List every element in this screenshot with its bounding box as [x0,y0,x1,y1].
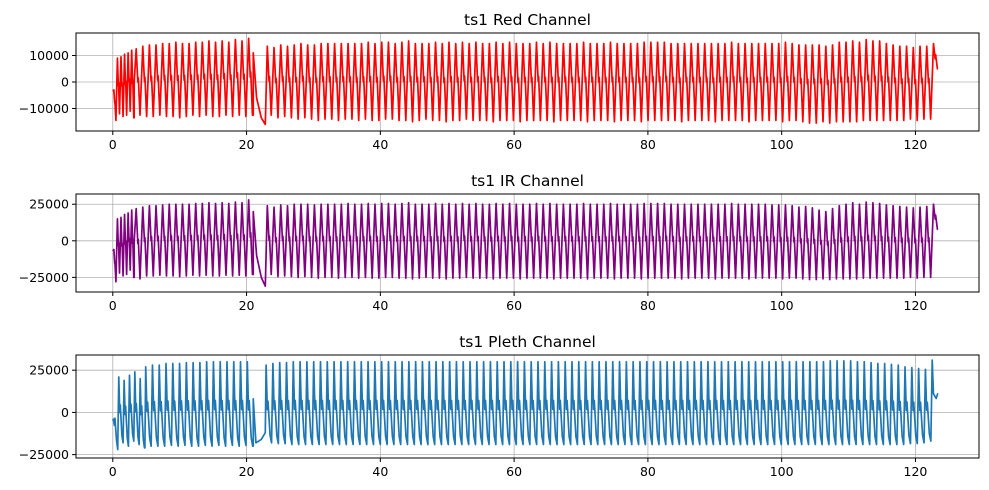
series-line [111,359,939,451]
x-tick-label: 40 [372,137,388,152]
subplot-2: 0 20 40 60 80 100 120 −25000 0 25000 ts1 IR Channe… [19,172,980,313]
chart-title: ts1 Pleth Channel [459,333,596,351]
chart-title: ts1 Red Channel [464,11,591,29]
x-tick-label: 80 [640,137,656,152]
x-tick-label: 0 [109,137,117,152]
chart-title: ts1 IR Channel [471,172,584,190]
x-tick-label: 20 [239,137,255,152]
x-tick-label: 120 [904,464,928,479]
x-tick-label: 100 [770,464,794,479]
x-tick-label: 40 [372,298,388,313]
x-tick-label: 120 [904,298,928,313]
y-tick-label: −10000 [19,101,69,116]
y-tick-label: 0 [61,405,69,420]
y-tick-label: 0 [61,75,69,90]
series-line [112,199,939,287]
series-line [112,37,939,126]
plot-frame [75,354,980,459]
x-tick-label: 60 [506,464,522,479]
y-tick-label: 10000 [29,48,69,63]
x-tick-label: 20 [239,464,255,479]
x-tick-label: 0 [109,298,117,313]
y-tick-label: 25000 [29,363,69,378]
y-tick-label: 25000 [29,197,69,212]
y-tick-label: 0 [61,233,69,248]
x-tick-label: 100 [770,298,794,313]
x-tick-label: 60 [506,137,522,152]
subplot-3: 0 20 40 60 80 100 120 −25000 0 25000 ts1 Pleth Cha… [19,333,980,479]
x-tick-label: 40 [372,464,388,479]
x-tick-label: 120 [904,137,928,152]
x-tick-label: 60 [506,298,522,313]
y-tick-label: −25000 [19,447,69,462]
plot-frame [75,193,980,293]
x-tick-label: 80 [640,464,656,479]
x-tick-label: 80 [640,298,656,313]
x-tick-label: 100 [770,137,794,152]
x-tick-label: 0 [109,464,117,479]
subplot-1: 0 20 40 60 80 100 120 −10000 0 10000 ts1 Red Chann… [19,11,980,152]
x-tick-label: 20 [239,298,255,313]
y-tick-label: −25000 [19,270,69,285]
